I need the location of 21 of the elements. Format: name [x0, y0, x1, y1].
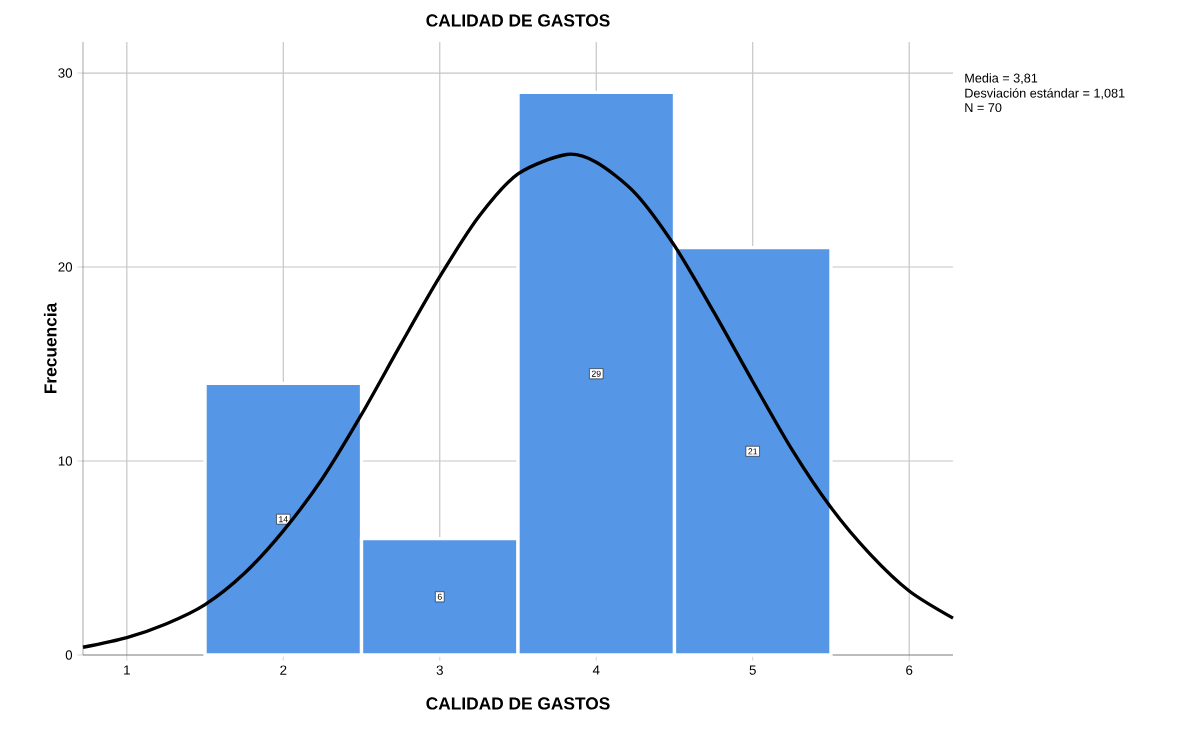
- x-tick-label: 6: [906, 665, 913, 675]
- data-label: 14: [279, 516, 288, 523]
- x-tick-label: 1: [124, 665, 130, 675]
- x-tick-label: 2: [280, 665, 287, 675]
- line-series: [81, 152, 955, 649]
- text: Desviación estándar = 1,081: [965, 88, 1125, 100]
- text: N = 70: [965, 103, 1002, 113]
- x-tick-label: 3: [436, 665, 443, 675]
- y-tick-label: 30: [58, 68, 73, 78]
- data-label: 6: [437, 593, 442, 600]
- x-tick-label: 5: [749, 665, 756, 675]
- chart-title: CALIDAD DE GASTOS: [426, 14, 610, 27]
- y-tick-label: 0: [65, 650, 73, 660]
- data-label: 29: [591, 370, 601, 377]
- x-axis-title: CALIDAD DE GASTOS: [426, 697, 610, 710]
- y-axis-title: Frecuencia: [43, 302, 57, 394]
- x-tick-label: 4: [592, 665, 600, 675]
- data-label: 21: [748, 448, 758, 455]
- text: Media = 3,81: [965, 73, 1038, 85]
- y-tick-label: 20: [58, 262, 73, 272]
- y-tick-label: 10: [58, 456, 73, 466]
